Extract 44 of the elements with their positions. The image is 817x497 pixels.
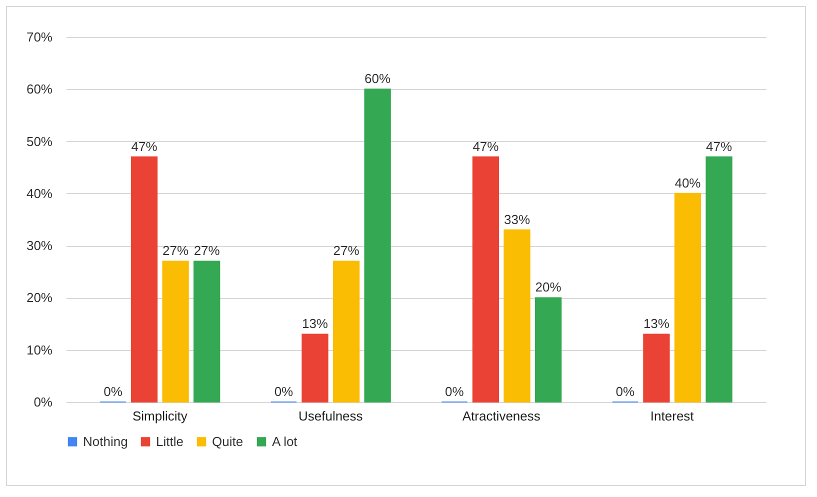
- bar: [472, 156, 500, 402]
- data-label: 27%: [162, 243, 189, 258]
- data-label: 33%: [504, 212, 530, 227]
- bar: [332, 260, 360, 402]
- y-tick-label: 10%: [26, 342, 53, 358]
- y-tick-label: 50%: [26, 134, 53, 149]
- y-tick-label: 20%: [26, 290, 53, 306]
- data-label: 27%: [194, 243, 220, 258]
- data-label: 0%: [445, 384, 464, 399]
- bar: [130, 156, 158, 402]
- bar: [534, 297, 562, 402]
- data-label: 47%: [706, 138, 732, 154]
- data-label: 0%: [104, 384, 123, 399]
- data-label: 0%: [616, 384, 635, 399]
- y-tick-label: 40%: [26, 186, 53, 201]
- data-label: 13%: [643, 316, 670, 332]
- x-tick-label: Atractiveness: [462, 408, 541, 424]
- y-tick-label: 70%: [26, 30, 53, 44]
- legend-label: Quite: [212, 434, 244, 449]
- data-label: 40%: [674, 175, 702, 190]
- data-label: 47%: [131, 138, 158, 154]
- bar: [643, 334, 670, 402]
- x-tick-label: Interest: [650, 408, 694, 424]
- x-tick-label: Usefulness: [298, 408, 364, 424]
- data-label: 13%: [302, 316, 328, 332]
- y-tick-label: 30%: [26, 238, 53, 254]
- y-tick-label: 0%: [34, 394, 53, 410]
- bar: [504, 229, 530, 402]
- bar: [302, 334, 328, 402]
- bar: [674, 192, 702, 402]
- data-label: 0%: [274, 384, 294, 399]
- bar: [194, 260, 220, 402]
- bar: [706, 156, 732, 402]
- data-label: 60%: [364, 71, 392, 86]
- data-label: 27%: [333, 243, 360, 258]
- bar: [364, 88, 391, 402]
- x-tick-label: Simplicity: [132, 408, 188, 424]
- legend-label: Nothing: [83, 434, 128, 449]
- legend-label: A lot: [272, 434, 298, 449]
- bar: [162, 260, 189, 402]
- y-tick-label: 60%: [26, 82, 53, 97]
- data-label: 20%: [535, 280, 562, 295]
- data-label: 47%: [472, 138, 500, 154]
- legend-label: Little: [156, 434, 184, 449]
